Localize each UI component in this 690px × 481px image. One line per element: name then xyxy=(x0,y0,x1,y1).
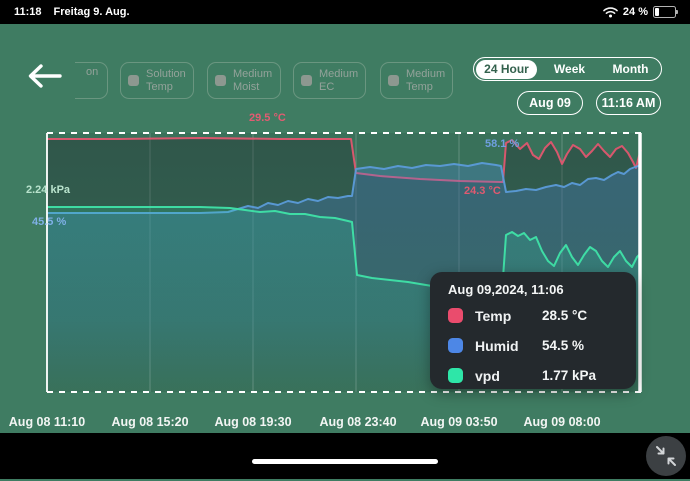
x-axis-label: Aug 08 11:10 xyxy=(8,415,86,429)
sensor-toggle-label: on xyxy=(86,66,99,78)
chart-tooltip: Aug 09,2024, 11:06 Temp 28.5 °C Humid 54… xyxy=(430,272,636,389)
chart-annotation: 24.3 °C xyxy=(464,185,501,197)
checkbox-icon xyxy=(388,75,399,86)
time-range-segmented-control: 24 Hour Week Month xyxy=(473,57,662,81)
sensor-toggle-clipped[interactable]: on xyxy=(75,62,108,99)
tooltip-row-humid: Humid 54.5 % xyxy=(448,335,620,356)
status-date: Freitag 9. Aug. xyxy=(53,6,130,18)
tab-24-hour[interactable]: 24 Hour xyxy=(476,59,537,79)
status-time: 11:18 xyxy=(14,6,42,18)
tooltip-row-vpd: vpd 1.77 kPa xyxy=(448,365,620,386)
battery-percent: 24 % xyxy=(622,6,648,18)
tab-week[interactable]: Week xyxy=(553,62,586,76)
collapse-button[interactable] xyxy=(646,436,686,476)
home-indicator[interactable] xyxy=(252,459,438,464)
vpd-series-swatch-icon xyxy=(448,368,463,383)
date-button[interactable]: Aug 09 xyxy=(517,91,583,115)
back-arrow-icon xyxy=(28,64,62,88)
status-bar: 11:18 Freitag 9. Aug. 24 % xyxy=(0,0,690,24)
collapse-arrows-icon xyxy=(656,446,676,466)
x-axis-label: Aug 08 15:20 xyxy=(111,415,189,429)
humid-series-swatch-icon xyxy=(448,338,463,353)
wifi-icon xyxy=(603,6,618,17)
checkbox-icon xyxy=(128,75,139,86)
chart-annotation: 2.24 kPa xyxy=(26,184,71,196)
x-axis-label: Aug 09 03:50 xyxy=(420,415,498,429)
battery-icon xyxy=(653,6,678,18)
series-line-vpd xyxy=(47,206,642,293)
back-button[interactable] xyxy=(24,60,64,92)
checkbox-icon xyxy=(215,75,226,86)
sensor-toggle-label: Medium Moist xyxy=(233,67,273,93)
tooltip-row-temp: Temp 28.5 °C xyxy=(448,305,620,326)
sensor-toggle-label: Medium EC xyxy=(319,67,359,93)
sensor-toggle-medium-moist[interactable]: Medium Moist xyxy=(207,62,281,99)
sensor-toggle-label: Solution Temp xyxy=(146,67,186,93)
bottom-bar xyxy=(0,433,690,479)
tooltip-timestamp: Aug 09,2024, 11:06 xyxy=(448,282,564,297)
chart-annotation: 58.1 % xyxy=(485,138,520,150)
chart-annotation: 45.5 % xyxy=(32,216,67,228)
time-button[interactable]: 11:16 AM xyxy=(596,91,661,115)
tab-month[interactable]: Month xyxy=(612,62,649,76)
x-axis-label: Aug 08 23:40 xyxy=(319,415,397,429)
checkbox-icon xyxy=(301,75,312,86)
sensor-toggle-label: Medium Temp xyxy=(406,67,446,93)
sensor-toggle-medium-temp[interactable]: Medium Temp xyxy=(380,62,453,99)
series-line-humid xyxy=(47,162,642,214)
sensor-toggle-solution-temp[interactable]: Solution Temp xyxy=(120,62,194,99)
sensor-toggle-medium-ec[interactable]: Medium EC xyxy=(293,62,366,99)
temp-series-swatch-icon xyxy=(448,308,463,323)
chart-annotation: 29.5 °C xyxy=(249,112,286,124)
x-axis-label: Aug 09 08:00 xyxy=(523,415,601,429)
x-axis-label: Aug 08 19:30 xyxy=(214,415,292,429)
